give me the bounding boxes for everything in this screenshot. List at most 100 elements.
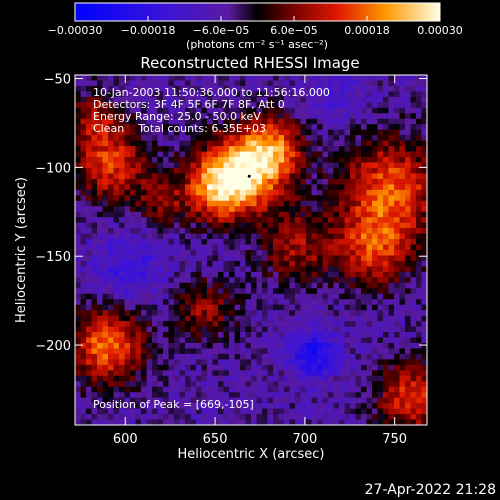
heatmap-cell: [80, 135, 87, 142]
heatmap-cell: [339, 195, 345, 202]
heatmap-cell: [383, 118, 389, 125]
heatmap-cell: [108, 162, 114, 169]
heatmap-cell: [157, 157, 164, 163]
heatmap-cell: [218, 233, 224, 240]
heatmap-cell: [256, 157, 263, 163]
heatmap-cell: [295, 260, 301, 267]
heatmap-cell: [410, 250, 417, 256]
heatmap-cell: [394, 282, 400, 289]
heatmap-cell: [201, 162, 208, 169]
heatmap-cell: [350, 392, 356, 399]
heatmap-cell: [317, 200, 323, 207]
heatmap-cell: [300, 113, 307, 120]
heatmap-cell: [256, 332, 263, 338]
heatmap-cell: [218, 403, 224, 409]
heatmap-cell: [333, 375, 340, 382]
heatmap-cell: [388, 80, 395, 87]
heatmap-cell: [113, 184, 120, 191]
heatmap-cell: [350, 75, 356, 81]
heatmap-cell: [201, 206, 208, 213]
heatmap-cell: [196, 217, 202, 224]
heatmap-cell: [267, 403, 274, 409]
heatmap-cell: [416, 348, 422, 355]
heatmap-cell: [234, 271, 241, 278]
heatmap-cell: [196, 255, 202, 262]
heatmap-cell: [328, 162, 334, 169]
heatmap-cell: [410, 107, 417, 114]
heatmap-cell: [174, 403, 180, 409]
heatmap-cell: [86, 75, 92, 81]
heatmap-cell: [273, 288, 279, 295]
heatmap-cell: [328, 260, 334, 267]
heatmap-cell: [223, 91, 230, 98]
heatmap-cell: [366, 173, 373, 180]
heatmap-cell: [102, 129, 109, 136]
heatmap-cell: [190, 233, 197, 240]
heatmap-cell: [80, 184, 87, 191]
heatmap-cell: [284, 124, 290, 131]
heatmap-cell: [196, 250, 202, 256]
heatmap-cell: [339, 157, 345, 163]
heatmap-cell: [168, 386, 175, 393]
heatmap-cell: [245, 332, 252, 338]
heatmap-cell: [124, 375, 131, 382]
heatmap-cell: [383, 419, 389, 425]
heatmap-cell: [223, 419, 230, 425]
heatmap-cell: [124, 397, 131, 404]
heatmap-cell: [328, 239, 334, 245]
heatmap-cell: [273, 135, 279, 142]
heatmap-cell: [97, 228, 103, 234]
heatmap-cell: [157, 342, 164, 349]
heatmap-cell: [355, 299, 362, 306]
heatmap-cell: [284, 337, 290, 344]
heatmap-cell: [267, 408, 274, 415]
heatmap-cell: [251, 135, 257, 142]
heatmap-cell: [405, 217, 411, 224]
heatmap-cell: [157, 173, 164, 180]
heatmap-cell: [256, 419, 263, 425]
heatmap-cell: [179, 375, 186, 382]
heatmap-cell: [317, 353, 323, 360]
heatmap-cell: [75, 386, 81, 393]
heatmap-cell: [328, 392, 334, 399]
heatmap-cell: [223, 282, 230, 289]
heatmap-cell: [295, 96, 301, 103]
heatmap-cell: [372, 282, 378, 289]
heatmap-cell: [86, 277, 92, 284]
heatmap-cell: [75, 91, 81, 98]
heatmap-cell: [185, 419, 191, 425]
heatmap-cell: [174, 75, 180, 81]
heatmap-cell: [163, 282, 169, 289]
heatmap-cell: [394, 299, 400, 306]
heatmap-cell: [218, 310, 224, 317]
heatmap-cell: [141, 397, 147, 404]
heatmap-cell: [372, 414, 378, 420]
heatmap-cell: [113, 304, 120, 311]
heatmap-cell: [163, 386, 169, 393]
heatmap-cell: [190, 200, 197, 207]
heatmap-cell: [240, 408, 246, 415]
heatmap-cell: [372, 315, 378, 322]
heatmap-cell: [372, 102, 378, 109]
heatmap-cell: [394, 277, 400, 284]
heatmap-cell: [306, 118, 312, 125]
heatmap-cell: [405, 397, 411, 404]
heatmap-cell: [234, 167, 241, 174]
heatmap-cell: [322, 321, 329, 327]
heatmap-cell: [75, 255, 81, 262]
heatmap-cell: [75, 151, 81, 158]
heatmap-cell: [350, 364, 356, 371]
heatmap-cell: [377, 233, 384, 240]
heatmap-cell: [218, 277, 224, 284]
heatmap-cell: [377, 299, 384, 306]
heatmap-cell: [278, 271, 285, 278]
heatmap-cell: [328, 299, 334, 306]
heatmap-cell: [113, 353, 120, 360]
heatmap-cell: [80, 195, 87, 202]
heatmap-cell: [361, 233, 367, 240]
heatmap-cell: [245, 140, 252, 147]
heatmap-cell: [410, 326, 417, 333]
heatmap-cell: [383, 277, 389, 284]
heatmap-cell: [311, 140, 318, 147]
heatmap-cell: [317, 146, 323, 152]
